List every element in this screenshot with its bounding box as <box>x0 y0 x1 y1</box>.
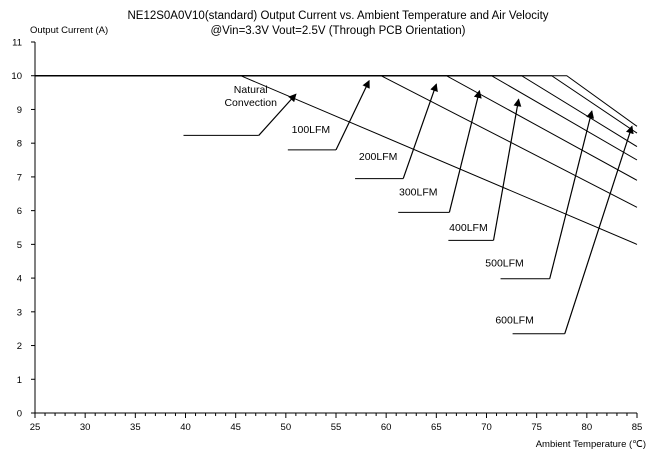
x-tick-label: 80 <box>582 422 593 433</box>
x-tick-label: 60 <box>381 422 392 433</box>
annotation-label: Natural Convection <box>224 84 277 109</box>
series-line <box>35 75 638 208</box>
annotation: 400LFM <box>448 98 522 241</box>
x-tick-label: 30 <box>80 422 91 433</box>
y-tick-label: 4 <box>17 274 22 285</box>
x-tick-label: 70 <box>481 422 492 433</box>
x-tick-label: 75 <box>531 422 542 433</box>
y-tick-label: 2 <box>17 341 22 352</box>
y-tick-label: 6 <box>17 206 22 217</box>
x-tick-label: 25 <box>30 422 41 433</box>
annotation-layer: Natural Convection 100LFM 200LFM 300LFM 400LF… <box>183 79 634 335</box>
annotation-arrow <box>564 125 634 334</box>
y-tick-label: 5 <box>17 240 22 251</box>
annotation-label: 400LFM <box>449 222 488 234</box>
y-tick-label: 10 <box>11 71 22 82</box>
annotation-label: 200LFM <box>359 151 398 163</box>
annotation: 500LFM <box>485 110 595 280</box>
annotation-arrow <box>492 98 522 241</box>
series-line <box>35 75 638 148</box>
annotation: 100LFM <box>287 79 370 151</box>
annotation-arrow <box>402 83 438 179</box>
y-tick-label: 1 <box>17 375 22 386</box>
series-line <box>35 75 638 127</box>
annotation: 200LFM <box>355 83 438 180</box>
annotation: 300LFM <box>398 89 482 213</box>
x-tick-label: 85 <box>632 422 643 433</box>
annotation-arrow <box>335 79 370 151</box>
annotation-arrow <box>258 93 297 136</box>
annotation-arrow <box>448 89 482 213</box>
y-tick-label: 8 <box>17 139 22 150</box>
y-tick-label: 11 <box>12 38 22 49</box>
series-line <box>35 75 638 134</box>
chart-title: NE12S0A0V10(standard) Output Current vs.… <box>127 10 548 22</box>
y-tick-label: 7 <box>17 172 22 183</box>
x-axis-label: Ambient Temperature (℃) <box>536 439 646 450</box>
series-layer <box>35 75 638 245</box>
annotation-label: 600LFM <box>495 315 534 327</box>
x-tick-label: 35 <box>130 422 141 433</box>
annotation-arrow <box>549 110 595 279</box>
annotation-label: 500LFM <box>485 257 524 269</box>
x-tick-label: 45 <box>230 422 241 433</box>
y-axis-label: Output Current (A) <box>30 25 108 36</box>
annotation-label: 300LFM <box>399 186 438 198</box>
series-line <box>35 75 638 245</box>
annotation: Natural Convection <box>183 84 297 136</box>
x-tick-label: 50 <box>281 422 292 433</box>
annotation-label: 100LFM <box>292 124 331 136</box>
series-line <box>35 75 638 161</box>
x-tick-label: 55 <box>331 422 342 433</box>
chart-subtitle: @Vin=3.3V Vout=2.5V (Through PCB Orienta… <box>210 25 465 37</box>
y-tick-label: 9 <box>17 105 22 116</box>
y-tick-label: 0 <box>17 409 22 420</box>
annotation: 600LFM <box>495 125 634 335</box>
y-tick-label: 3 <box>17 307 22 318</box>
x-tick-label: 40 <box>180 422 191 433</box>
x-tick-label: 65 <box>431 422 442 433</box>
